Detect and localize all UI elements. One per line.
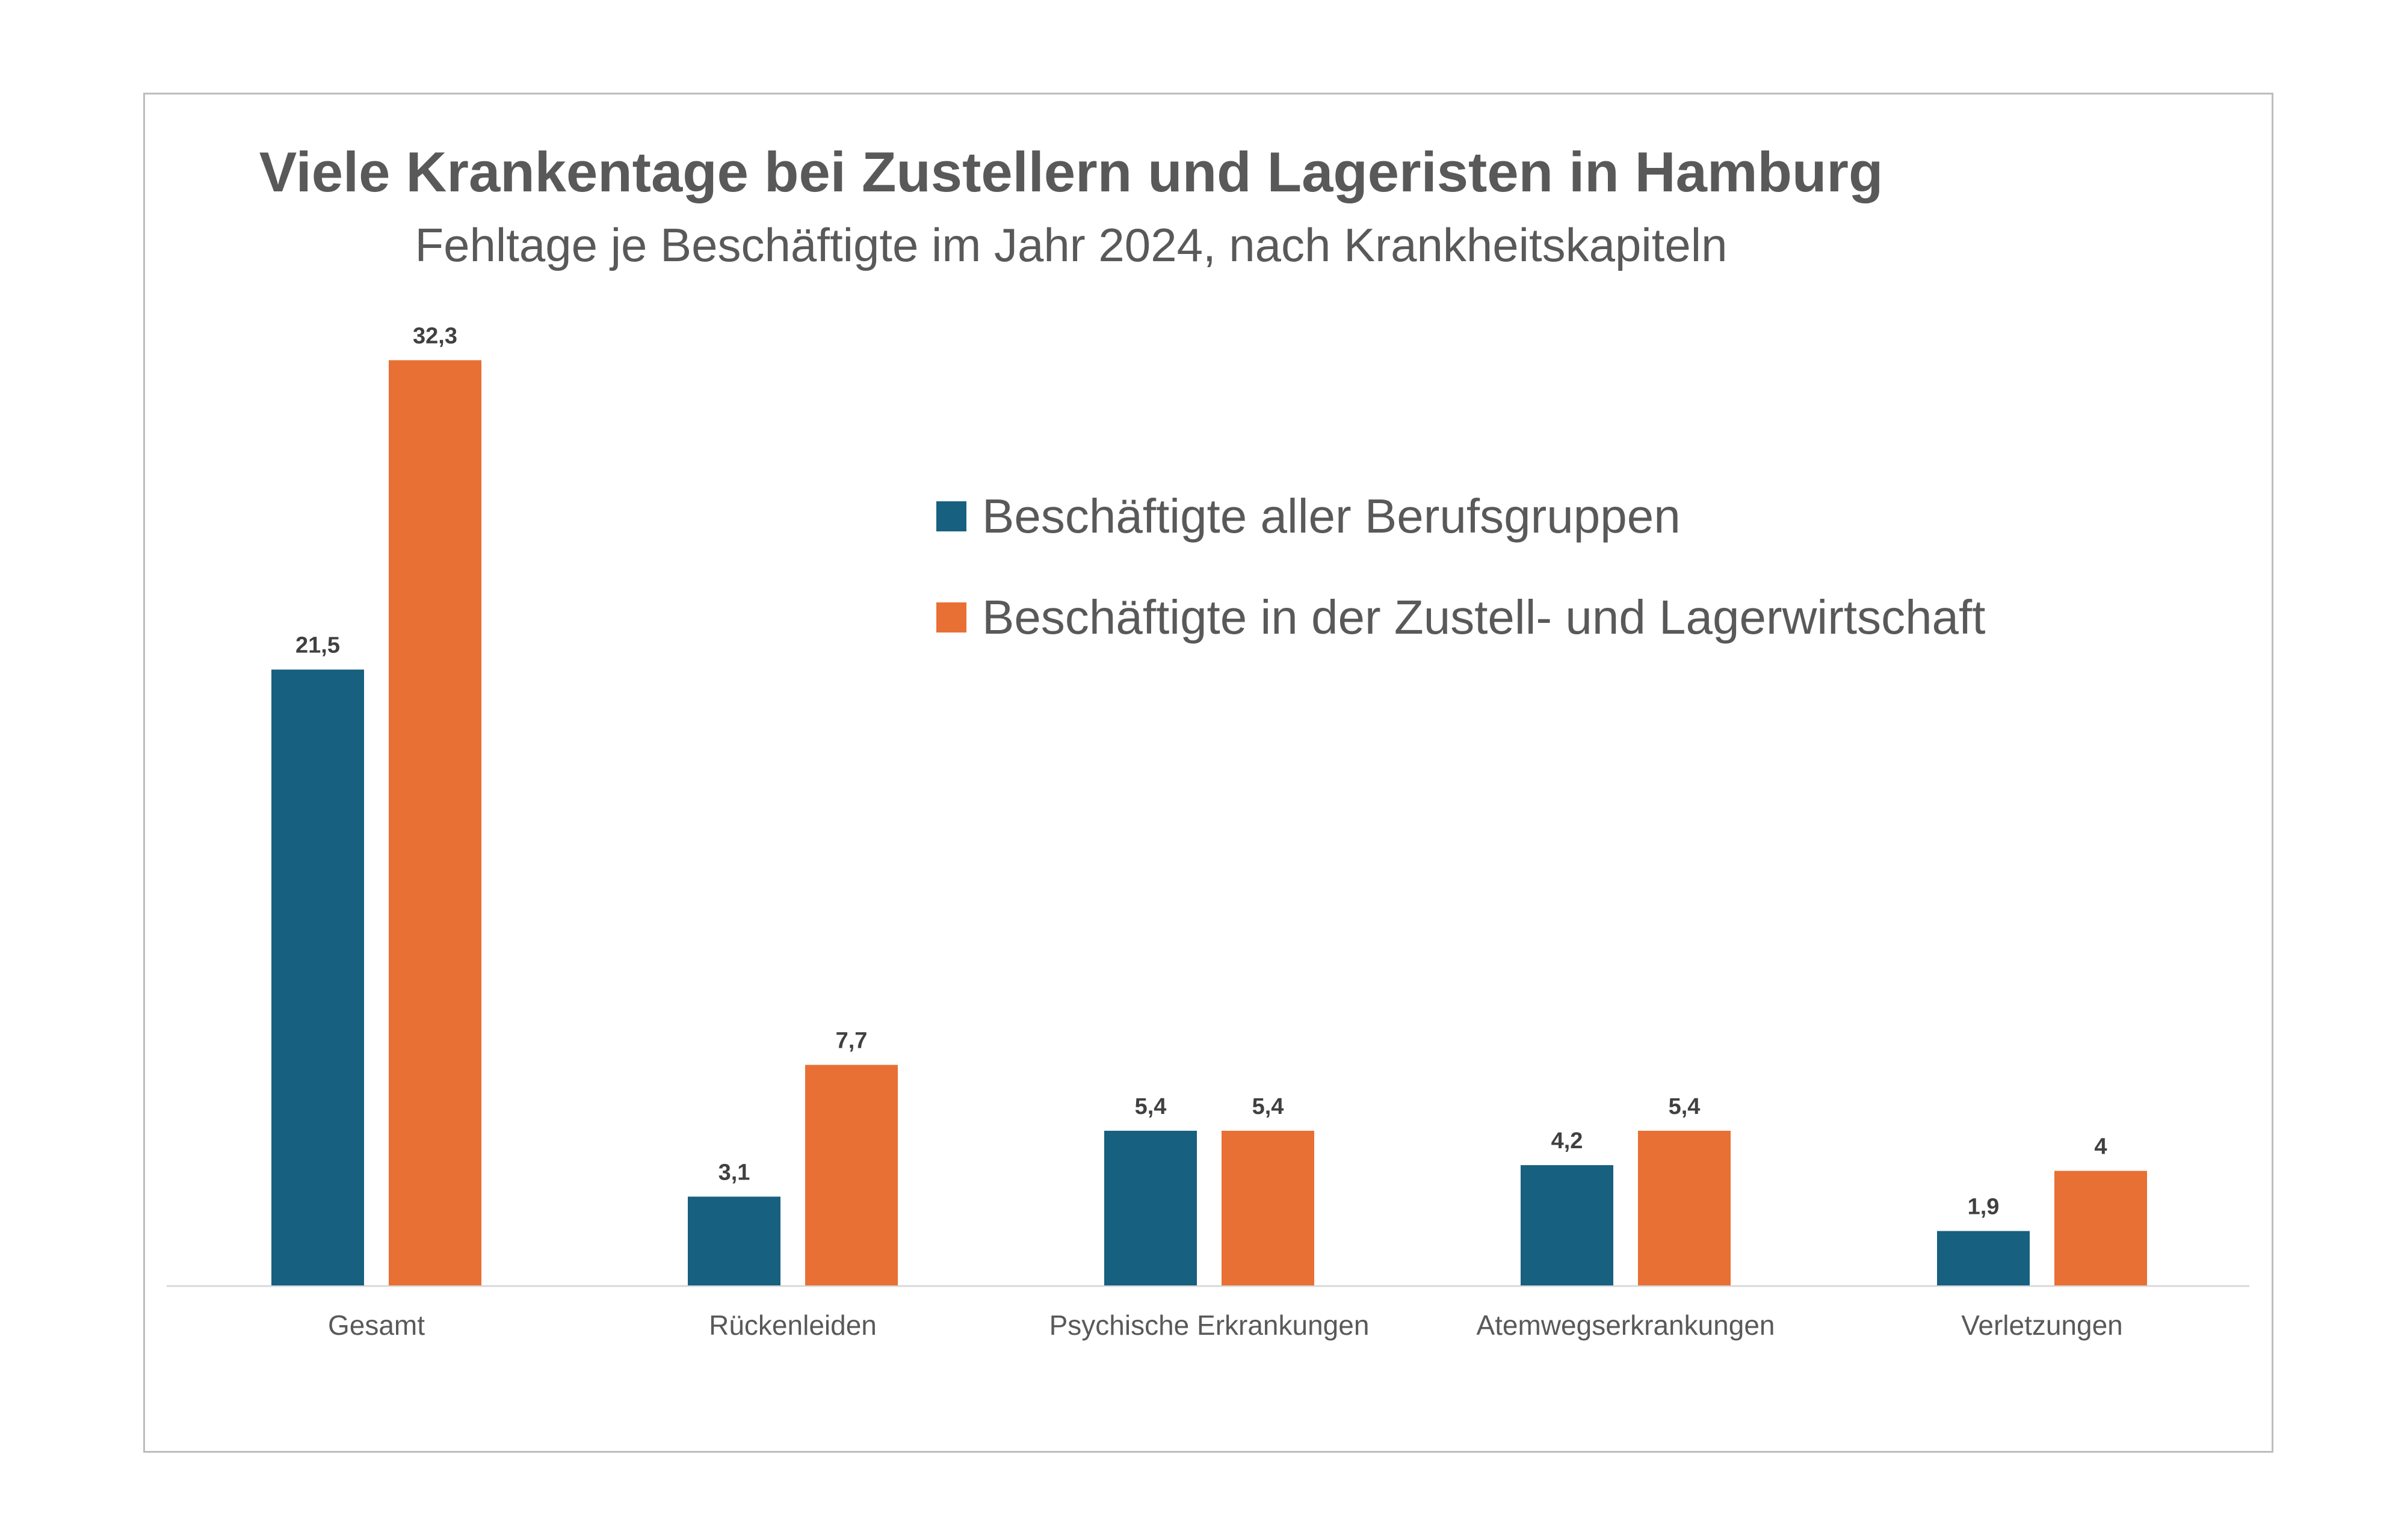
bar-delivery-warehouse: [389, 360, 481, 1285]
data-label: 1,9: [1968, 1195, 2000, 1220]
bar-all-groups: [271, 669, 364, 1285]
category-label: Psychische Erkrankungen: [1049, 1310, 1370, 1341]
bar-delivery-warehouse: [2054, 1170, 2147, 1285]
data-label: 5,4: [1252, 1094, 1284, 1119]
chart-frame: [143, 93, 2273, 1453]
data-label: 7,7: [836, 1028, 868, 1053]
bar-all-groups: [688, 1196, 780, 1285]
data-label: 32,3: [413, 324, 457, 349]
data-label: 4,2: [1551, 1128, 1583, 1154]
data-label: 4: [2094, 1134, 2107, 1160]
category-label: Verletzungen: [1961, 1310, 2123, 1341]
data-label: 5,4: [1135, 1094, 1167, 1119]
bar-delivery-warehouse: [805, 1065, 898, 1285]
legend-swatch: [936, 501, 966, 531]
category-label: Gesamt: [328, 1310, 425, 1341]
legend-label: Beschäftigte in der Zustell- und Lagerwi…: [982, 590, 1986, 644]
category-label: Rückenleiden: [709, 1310, 877, 1341]
legend-item-all-groups: Beschäftigte aller Berufsgruppen: [936, 489, 1681, 544]
bar-all-groups: [1521, 1165, 1613, 1285]
data-label: 5,4: [1669, 1094, 1701, 1119]
legend-label: Beschäftigte aller Berufsgruppen: [982, 489, 1681, 543]
data-label: 21,5: [295, 633, 340, 658]
category-label: Atemwegserkrankungen: [1476, 1310, 1775, 1341]
legend-item-delivery-warehouse: Beschäftigte in der Zustell- und Lagerwi…: [936, 590, 1986, 645]
data-label: 3,1: [718, 1160, 750, 1185]
bar-all-groups: [1937, 1231, 2030, 1285]
bar-delivery-warehouse: [1222, 1130, 1314, 1285]
bar-delivery-warehouse: [1638, 1130, 1731, 1285]
chart-subtitle: Fehltage je Beschäftigte im Jahr 2024, n…: [415, 218, 1728, 271]
chart-title: Viele Krankentage bei Zustellern und Lag…: [259, 140, 1883, 203]
bar-all-groups: [1104, 1130, 1197, 1285]
legend-swatch: [936, 602, 966, 632]
